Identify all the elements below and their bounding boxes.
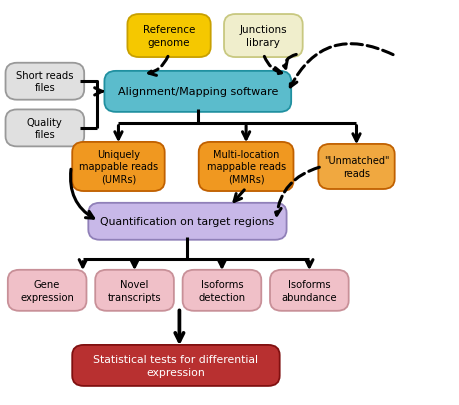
Text: Junctions
library: Junctions library bbox=[239, 25, 286, 48]
FancyBboxPatch shape bbox=[224, 15, 302, 58]
Text: Short reads
files: Short reads files bbox=[16, 71, 73, 93]
Text: Gene
expression: Gene expression bbox=[20, 279, 74, 302]
FancyBboxPatch shape bbox=[72, 345, 279, 386]
Text: Quality
files: Quality files bbox=[27, 117, 62, 140]
Text: Reference
genome: Reference genome bbox=[143, 25, 195, 48]
FancyBboxPatch shape bbox=[95, 270, 174, 311]
Text: "Unmatched"
reads: "Unmatched" reads bbox=[323, 156, 388, 178]
FancyBboxPatch shape bbox=[88, 203, 286, 240]
Text: Alignment/Mapping software: Alignment/Mapping software bbox=[118, 87, 277, 97]
Text: Isoforms
abundance: Isoforms abundance bbox=[281, 279, 336, 302]
Text: Quantification on target regions: Quantification on target regions bbox=[100, 217, 274, 227]
FancyBboxPatch shape bbox=[198, 143, 293, 192]
Text: Isoforms
detection: Isoforms detection bbox=[198, 279, 245, 302]
FancyBboxPatch shape bbox=[318, 145, 394, 190]
Text: Multi-location
mappable reads
(MMRs): Multi-location mappable reads (MMRs) bbox=[206, 150, 285, 184]
FancyBboxPatch shape bbox=[6, 64, 84, 100]
FancyBboxPatch shape bbox=[182, 270, 261, 311]
FancyBboxPatch shape bbox=[269, 270, 348, 311]
Text: Uniquely
mappable reads
(UMRs): Uniquely mappable reads (UMRs) bbox=[78, 150, 158, 184]
FancyBboxPatch shape bbox=[6, 110, 84, 147]
FancyBboxPatch shape bbox=[104, 72, 291, 113]
FancyBboxPatch shape bbox=[127, 15, 210, 58]
FancyBboxPatch shape bbox=[8, 270, 86, 311]
FancyBboxPatch shape bbox=[72, 143, 164, 192]
Text: Novel
transcripts: Novel transcripts bbox=[107, 279, 161, 302]
Text: Statistical tests for differential
expression: Statistical tests for differential expre… bbox=[93, 354, 258, 377]
